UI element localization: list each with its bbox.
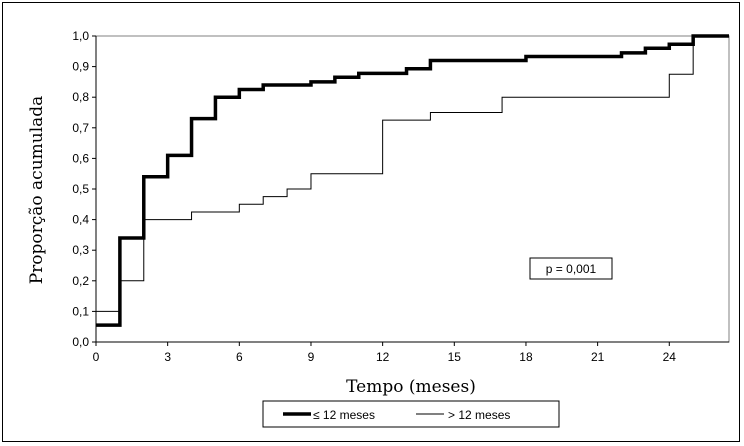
annotation-box: p = 0,001	[529, 257, 613, 280]
y-tick-label: 0,6	[72, 151, 89, 165]
y-tick-label: 0,5	[72, 182, 89, 196]
y-tick-label: 1,0	[72, 29, 89, 43]
y-axis: 0,0 0,1 0,2 0,3 0,4 0,5 0,6 0,7 0,8 0,9 1,0	[72, 29, 96, 349]
legend-label-series-1: ≤ 12 meses	[313, 408, 375, 422]
y-tick-label: 0,2	[72, 274, 89, 288]
x-tick-label: 21	[591, 350, 605, 364]
y-tick-label: 0,8	[72, 90, 89, 104]
series-line-1	[96, 34, 729, 327]
x-tick-label: 9	[308, 350, 315, 364]
y-tick-label: 0,3	[72, 243, 89, 257]
y-tick-label: 0,1	[72, 304, 89, 318]
y-tick-label: 0,7	[72, 121, 89, 135]
series-layer	[96, 34, 729, 327]
y-axis-title: Proporção acumulada	[27, 96, 47, 285]
x-tick-label: 6	[236, 350, 243, 364]
plot-border	[95, 35, 730, 343]
x-axis-title: Tempo (meses)	[346, 377, 476, 397]
legend-label-series-2: > 12 meses	[448, 408, 510, 422]
x-tick-label: 18	[519, 350, 533, 364]
x-tick-label: 24	[663, 350, 677, 364]
plot-area	[95, 35, 730, 343]
x-tick-label: 12	[376, 350, 390, 364]
x-tick-label: 0	[93, 350, 100, 364]
x-axis: 0 3 6 9 12 15 18 21 24	[93, 342, 677, 364]
x-tick-label: 15	[448, 350, 462, 364]
legend: ≤ 12 meses > 12 meses	[262, 400, 560, 428]
y-tick-label: 0,9	[72, 60, 89, 74]
x-tick-label: 3	[164, 350, 171, 364]
y-tick-label: 0,4	[72, 213, 89, 227]
y-tick-label: 0,0	[72, 335, 89, 349]
series-line-2	[96, 35, 729, 312]
p-value-label: p = 0,001	[546, 262, 597, 276]
chart-frame	[2, 2, 740, 442]
